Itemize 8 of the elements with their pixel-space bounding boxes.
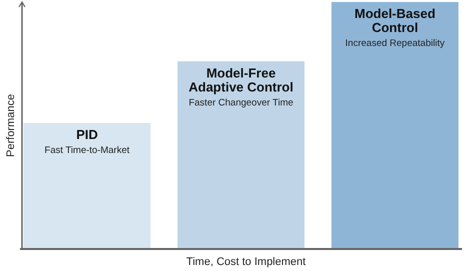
y-axis-title: Performance bbox=[5, 94, 17, 157]
annotation: Increased Repeatability bbox=[345, 38, 445, 49]
annotation: Faster Changeover Time bbox=[188, 97, 294, 108]
x-axis-title: Time, Cost to Implement bbox=[186, 256, 306, 268]
x-tick-label: Model-Based Control bbox=[354, 6, 436, 35]
x-tick-label: PID bbox=[76, 127, 98, 142]
annotation: Fast Time-to-Market bbox=[44, 145, 130, 156]
x-tick-label: Model-Free Adaptive Control bbox=[188, 65, 294, 94]
